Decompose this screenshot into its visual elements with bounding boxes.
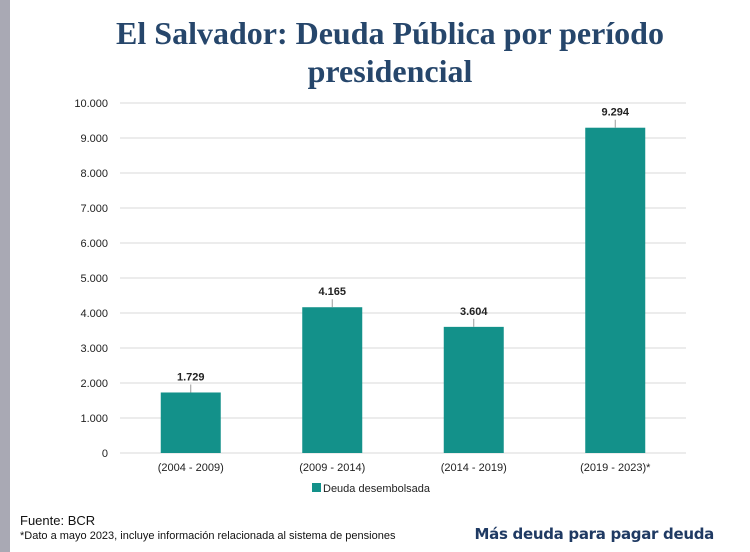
y-tick-label: 4.000 bbox=[80, 308, 108, 320]
footnote: *Dato a mayo 2023, incluye información r… bbox=[20, 530, 396, 542]
legend-label: Deuda desembolsada bbox=[323, 483, 431, 495]
data-label: 9.294 bbox=[601, 107, 629, 119]
x-tick-label: (2019 - 2023)* bbox=[580, 462, 651, 474]
source-note: Fuente: BCR bbox=[20, 513, 96, 528]
y-tick-label: 0 bbox=[102, 448, 108, 460]
x-tick-label: (2009 - 2014) bbox=[299, 462, 365, 474]
data-label: 1.729 bbox=[177, 371, 205, 383]
x-tick-label: (2004 - 2009) bbox=[158, 462, 224, 474]
left-border-strip bbox=[0, 0, 10, 552]
y-tick-label: 3.000 bbox=[80, 343, 108, 355]
y-tick-label: 10.000 bbox=[74, 98, 108, 110]
data-label: 4.165 bbox=[318, 286, 346, 298]
y-tick-label: 9.000 bbox=[80, 133, 108, 145]
bar bbox=[302, 307, 363, 453]
legend-swatch bbox=[312, 483, 321, 492]
y-tick-label: 7.000 bbox=[80, 203, 108, 215]
bar bbox=[585, 127, 646, 454]
chart-title: El Salvador: Deuda Pública por período p… bbox=[116, 15, 664, 89]
y-tick-label: 6.000 bbox=[80, 238, 108, 250]
bar bbox=[443, 326, 504, 453]
y-tick-label: 1.000 bbox=[80, 413, 108, 425]
data-label: 3.604 bbox=[460, 306, 488, 318]
bar bbox=[160, 392, 221, 453]
y-tick-label: 2.000 bbox=[80, 378, 108, 390]
y-tick-label: 8.000 bbox=[80, 168, 108, 180]
x-tick-label: (2014 - 2019) bbox=[441, 462, 507, 474]
y-tick-label: 5.000 bbox=[80, 273, 108, 285]
tagline: Más deuda para pagar deuda bbox=[474, 525, 715, 543]
